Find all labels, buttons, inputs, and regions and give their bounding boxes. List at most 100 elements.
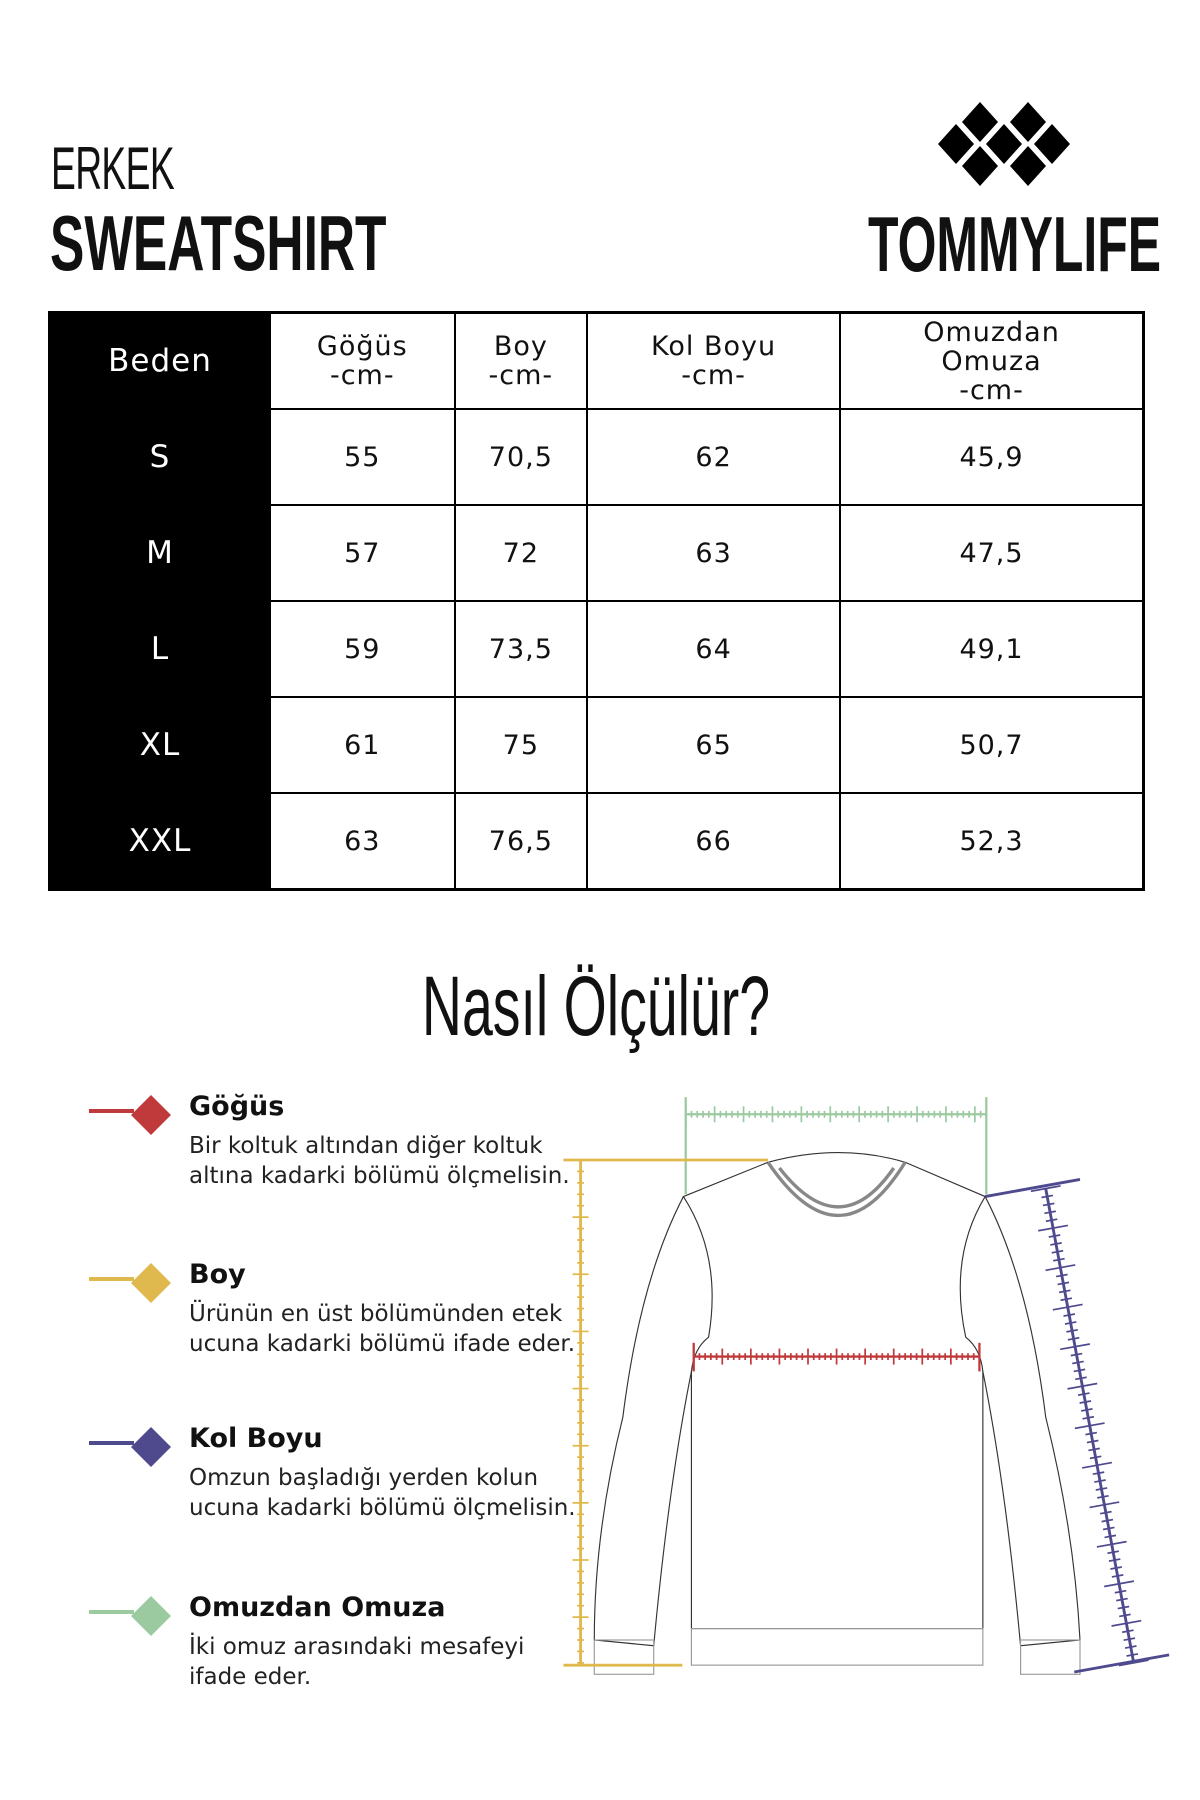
tick-mark <box>1110 1566 1122 1570</box>
value-cell: 63 <box>269 792 456 891</box>
tick-mark <box>1079 1400 1092 1404</box>
tick-mark <box>1095 1487 1108 1491</box>
tick-mark <box>1060 1343 1091 1351</box>
table-row: XL 61 75 65 50,7 <box>48 696 1145 794</box>
value-cell: 47,5 <box>839 504 1145 602</box>
left-sleeve-outline <box>593 1196 692 1647</box>
brand-logo-icon <box>938 102 1070 186</box>
tick-mark <box>1116 1597 1128 1602</box>
tick-mark <box>1124 1645 1137 1649</box>
header-beden: Beden <box>48 311 271 410</box>
tick-mark <box>1121 1629 1134 1634</box>
tick-mark <box>1089 1501 1120 1509</box>
value-cell: 55 <box>269 408 456 506</box>
how-to-measure-title: Nasıl Ölçülür? <box>421 959 771 1053</box>
tick-mark <box>1126 1653 1139 1657</box>
tick-mark <box>1073 1368 1086 1373</box>
tick-mark <box>1066 1328 1078 1333</box>
tick-mark <box>1096 1540 1127 1548</box>
waistband <box>690 1627 984 1666</box>
size-cell: XL <box>48 696 271 794</box>
tick-mark <box>1072 1360 1084 1365</box>
legend-description: İki omuz arasındaki mesafeyi ifade eder. <box>189 1634 525 1690</box>
tick-mark <box>1058 1289 1071 1294</box>
tick-mark <box>1094 1479 1106 1483</box>
tick-mark <box>1067 1382 1098 1390</box>
tick-mark <box>1053 1257 1065 1262</box>
tick-mark <box>1082 1415 1095 1420</box>
tick-mark <box>1038 1224 1069 1232</box>
tick-mark <box>1044 1210 1056 1215</box>
value-cell: 62 <box>586 408 842 506</box>
length-measure-line <box>563 1158 768 1667</box>
tick-mark <box>1114 1589 1127 1594</box>
tick-mark <box>1057 1281 1070 1286</box>
table-row: S 55 70,5 62 45,9 <box>48 408 1145 506</box>
tick-mark <box>1042 1202 1055 1207</box>
column-unit: -cm- <box>681 360 746 391</box>
size-cell: L <box>48 600 271 698</box>
value-cell: 57 <box>269 504 456 602</box>
tick-mark <box>1102 1526 1115 1531</box>
tick-mark <box>1050 1242 1062 1246</box>
value-cell: 66 <box>586 792 842 891</box>
tick-mark <box>1045 1264 1076 1272</box>
diamond-marker-icon <box>89 1263 171 1303</box>
tick-mark <box>1067 1336 1080 1341</box>
tick-mark <box>1088 1447 1100 1452</box>
table-header-row: Beden Göğüs -cm- Boy -cm- Kol Boyu -cm- Omu… <box>48 311 1145 410</box>
value-cell: 52,3 <box>839 792 1145 891</box>
tick-mark <box>1117 1605 1130 1610</box>
tick-mark <box>1089 1455 1102 1460</box>
value-cell: 73,5 <box>453 600 589 698</box>
tick-mark <box>1104 1534 1117 1539</box>
tick-mark <box>1099 1510 1112 1515</box>
value-cell: 45,9 <box>839 408 1145 506</box>
value-cell: 75 <box>453 696 589 794</box>
column-name: Göğüs <box>316 331 408 362</box>
tick-mark <box>1107 1550 1120 1555</box>
right-sleeve-outline <box>982 1196 1081 1647</box>
sweatshirt-body-outline <box>682 1152 986 1630</box>
tick-mark <box>1064 1321 1077 1325</box>
tick-mark <box>1055 1273 1068 1278</box>
column-name: Kol Boyu <box>651 331 777 362</box>
value-cell: 61 <box>269 696 456 794</box>
table-row: L 59 73,5 64 49,1 <box>48 600 1145 698</box>
legend-title: Boy <box>189 1259 246 1290</box>
value-cell: 72 <box>453 504 589 602</box>
size-cell: S <box>48 408 271 506</box>
size-cell: M <box>48 504 271 602</box>
tick-mark <box>1104 1580 1135 1588</box>
tick-mark <box>1051 1249 1064 1254</box>
tick-mark <box>1060 1297 1073 1302</box>
tick-mark <box>1052 1303 1083 1311</box>
tick-mark <box>1045 1218 1058 1223</box>
size-table: Beden Göğüs -cm- Boy -cm- Kol Boyu -cm- Omu… <box>48 311 1145 891</box>
tick-mark <box>1108 1558 1121 1562</box>
tick-mark <box>1123 1637 1136 1642</box>
tick-mark <box>1080 1408 1093 1412</box>
header-kol-boyu: Kol Boyu -cm- <box>586 311 842 410</box>
value-cell: 63 <box>586 504 842 602</box>
value-cell: 50,7 <box>839 696 1145 794</box>
size-cell: XXL <box>48 792 271 891</box>
header-gogus: Göğüs -cm- <box>269 311 456 410</box>
legend-title: Göğüs <box>189 1091 285 1122</box>
tick-mark <box>1041 1194 1054 1199</box>
tick-mark <box>1111 1574 1124 1578</box>
column-unit: -cm- <box>329 360 395 391</box>
tick-mark <box>1097 1494 1109 1499</box>
column-unit: -cm- <box>488 360 554 391</box>
tick-mark <box>1119 1613 1131 1618</box>
column-unit: -cm- <box>959 374 1024 406</box>
diamond-marker-icon <box>89 1095 171 1135</box>
tick-mark <box>1063 1313 1076 1317</box>
tick-mark <box>1074 1422 1105 1430</box>
table-row: XXL 63 76,5 66 52,3 <box>48 792 1145 891</box>
tick-mark <box>1086 1439 1099 1444</box>
tick-mark <box>1030 1185 1061 1193</box>
collar-outline <box>766 1161 907 1217</box>
legend-title: Omuzdan Omuza <box>189 1592 446 1623</box>
